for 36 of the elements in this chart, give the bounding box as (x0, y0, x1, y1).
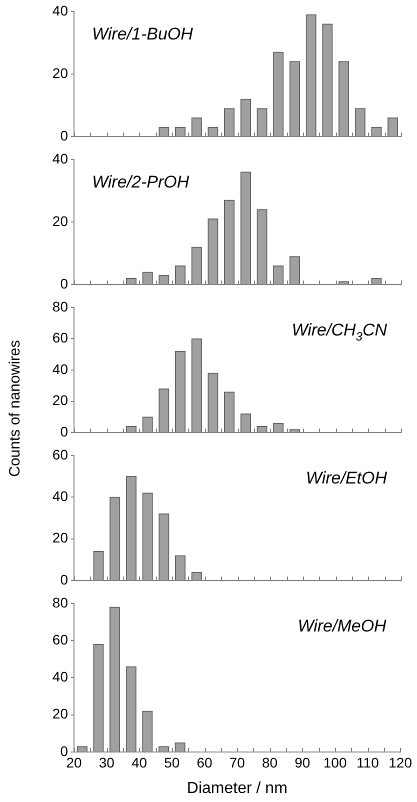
y-tick-label: 80 (52, 594, 68, 610)
y-tick-label: 40 (52, 150, 68, 166)
x-tick-label: 120 (388, 754, 412, 770)
y-tick-label: 0 (60, 275, 68, 292)
y-tick-label: 20 (52, 64, 68, 81)
y-tick-label: 0 (60, 571, 68, 588)
x-tick-label: 90 (294, 754, 310, 770)
y-tick-label: 40 (52, 668, 68, 685)
x-tick-label: 30 (98, 754, 115, 770)
y-tick-label: 0 (60, 423, 68, 440)
x-tick-label: 50 (164, 754, 180, 770)
text: Wire/MeOH (298, 616, 388, 636)
y-tick-label: 80 (52, 298, 68, 314)
y-tick-label: 20 (52, 212, 68, 229)
y-tick-label: 60 (52, 631, 68, 648)
y-tick-label: 20 (52, 392, 68, 408)
x-tick-label: 80 (262, 754, 278, 770)
y-tick-label: 0 (60, 742, 68, 759)
x-axis-title: Diameter / nm (186, 780, 288, 797)
x-tick-label: 60 (196, 754, 213, 770)
text: Wire/2-PrOH (92, 172, 190, 192)
x-tick-label: 70 (229, 754, 246, 770)
y-tick-label: 20 (52, 706, 68, 722)
y-tick-label: 60 (52, 330, 68, 346)
text: Wire/EtOH (306, 468, 388, 488)
y-tick-label: 60 (52, 446, 68, 462)
y-tick-label: 40 (52, 2, 68, 18)
y-tick-label: 20 (52, 530, 68, 546)
y-axis-title: Counts of nanowires (6, 339, 24, 479)
x-tick-label: 40 (131, 754, 148, 770)
text: Wire/1-BuOH (92, 24, 194, 44)
y-tick-label: 40 (52, 488, 68, 504)
x-tick-label: 100 (323, 754, 347, 770)
x-tick-label: 110 (356, 754, 380, 770)
y-tick-label: 0 (60, 127, 68, 144)
y-tick-label: 40 (52, 360, 68, 377)
